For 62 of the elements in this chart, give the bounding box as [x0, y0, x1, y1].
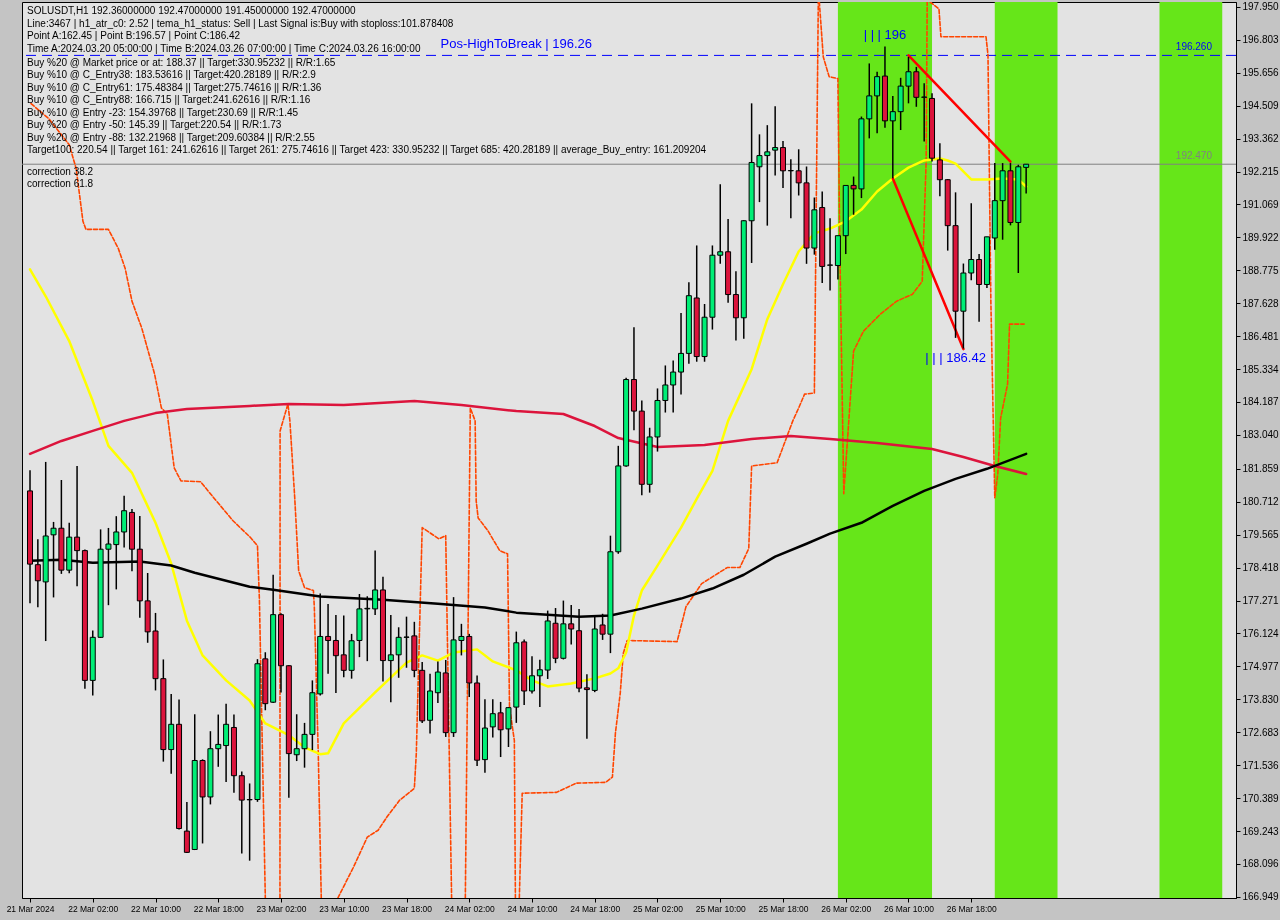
y-tick-label: 168.096: [1242, 858, 1280, 870]
y-tick-label: 193.362: [1242, 133, 1280, 145]
x-tick-label: 22 Mar 10:00: [130, 903, 182, 914]
ref-line-label: 192.470: [1175, 150, 1213, 162]
y-tick-label: 194.509: [1242, 100, 1280, 112]
x-tick-label: 25 Mar 02:00: [632, 903, 684, 914]
annotation: Point A:162.45 | Point B:196.57 | Point C:186.42: [27, 30, 241, 41]
y-tick-label: 192.215: [1242, 166, 1280, 178]
y-tick-label: 176.124: [1242, 627, 1280, 639]
y-tick-label: 178.418: [1242, 562, 1280, 574]
y-tick-label: 197.950: [1242, 1, 1280, 13]
y-tick-label: 183.040: [1242, 429, 1280, 441]
y-tick-label: 181.859: [1242, 463, 1280, 475]
y-tick-label: 177.271: [1242, 595, 1280, 607]
x-tick-label: 23 Mar 18:00: [381, 903, 433, 914]
annotation: Time A:2024.03.20 05:00:00 | Time B:2024.03.26 07:00:00 | Time C:2024.03.26 16:00:00: [27, 42, 421, 54]
x-tick-label: 26 Mar 02:00: [821, 903, 872, 914]
chart-title: SOLUSDT,H1 192.36000000 192.47000000 191.45000000 192.47000000: [27, 5, 357, 16]
y-tick-label: 180.712: [1242, 496, 1280, 508]
y-tick-label: 171.536: [1242, 759, 1280, 771]
y-tick-label: 196.803: [1242, 34, 1280, 46]
annotation: Pos-HighToBreak | 196.26: [440, 36, 593, 52]
y-tick-label: 191.069: [1242, 198, 1280, 210]
annotation: Buy %20 @ Market price or at: 188.37 || Target:330.95232 || R/R:1.65: [27, 56, 336, 68]
x-tick-label: 22 Mar 18:00: [193, 903, 245, 914]
annotation: Buy %10 @ Entry -23: 154.39768 || Target:230.69 || R/R:1.45: [27, 106, 299, 118]
y-tick-label: 179.565: [1242, 529, 1280, 541]
annotation: Buy %10 @ C_Entry61: 175.48384 || Target:275.74616 || R/R:1.36: [27, 81, 322, 93]
x-tick-label: 25 Mar 18:00: [758, 903, 809, 914]
y-tick-label: 184.187: [1242, 396, 1280, 408]
y-tick-label: 174.977: [1242, 660, 1280, 672]
annotation: | | | 186.42: [925, 349, 986, 365]
annotation: Buy %20 @ Entry -88: 132.21968 || Target:209.60384 || R/R:2.55: [27, 131, 316, 143]
x-tick-label: 25 Mar 10:00: [695, 903, 747, 914]
x-tick-label: 24 Mar 18:00: [570, 903, 621, 914]
x-tick-label: 24 Mar 02:00: [444, 903, 496, 914]
x-tick-label: 21 Mar 2024: [6, 903, 55, 914]
annotation: Buy %20 @ Entry -50: 145.39 || Target:220.54 || R/R:1.73: [27, 119, 282, 131]
y-tick-label: 169.243: [1242, 825, 1280, 837]
x-tick-label: 26 Mar 10:00: [883, 903, 935, 914]
y-tick-label: 172.683: [1242, 726, 1280, 738]
annotation: Buy %10 @ C_Entry88: 166.715 || Target:241.62616 || R/R:1.16: [27, 94, 311, 106]
x-tick-label: 24 Mar 10:00: [507, 903, 558, 914]
x-tick-label: 23 Mar 10:00: [319, 903, 370, 914]
annotation: Line:3467 | h1_atr_c0: 2.52 | tema_h1_status: Sell | Last Signal is:Buy with stoploss:101.878408: [27, 17, 454, 29]
annotation: Target100: 220.54 || Target 161: 241.62616 || Target 261: 275.74616 || Target 423: 330.95232 || Target 685: 420.28189 || average_Buy_entry: 161.209204: [27, 144, 707, 156]
x-tick-label: 23 Mar 02:00: [256, 903, 307, 914]
y-tick-label: 166.949: [1242, 891, 1280, 903]
x-tick-label: 26 Mar 18:00: [946, 903, 998, 914]
y-tick-label: 195.656: [1242, 67, 1280, 79]
y-tick-label: 186.481: [1242, 330, 1280, 342]
x-tick-label: 22 Mar 02:00: [68, 903, 119, 914]
y-tick-label: 173.830: [1242, 693, 1280, 705]
y-tick-label: 188.775: [1242, 264, 1280, 276]
y-tick-label: 189.922: [1242, 231, 1280, 243]
annotation: correction 61.8: [27, 178, 94, 190]
y-tick-label: 170.389: [1242, 792, 1280, 804]
y-tick-label: 185.334: [1242, 363, 1280, 375]
y-tick-label: 187.628: [1242, 297, 1280, 309]
ref-line-label: 196.260: [1175, 41, 1213, 53]
annotation: | | | 196: [863, 27, 907, 43]
annotation: Buy %10 @ C_Entry38: 183.53616 || Target:420.28189 || R/R:2.9: [27, 69, 317, 81]
